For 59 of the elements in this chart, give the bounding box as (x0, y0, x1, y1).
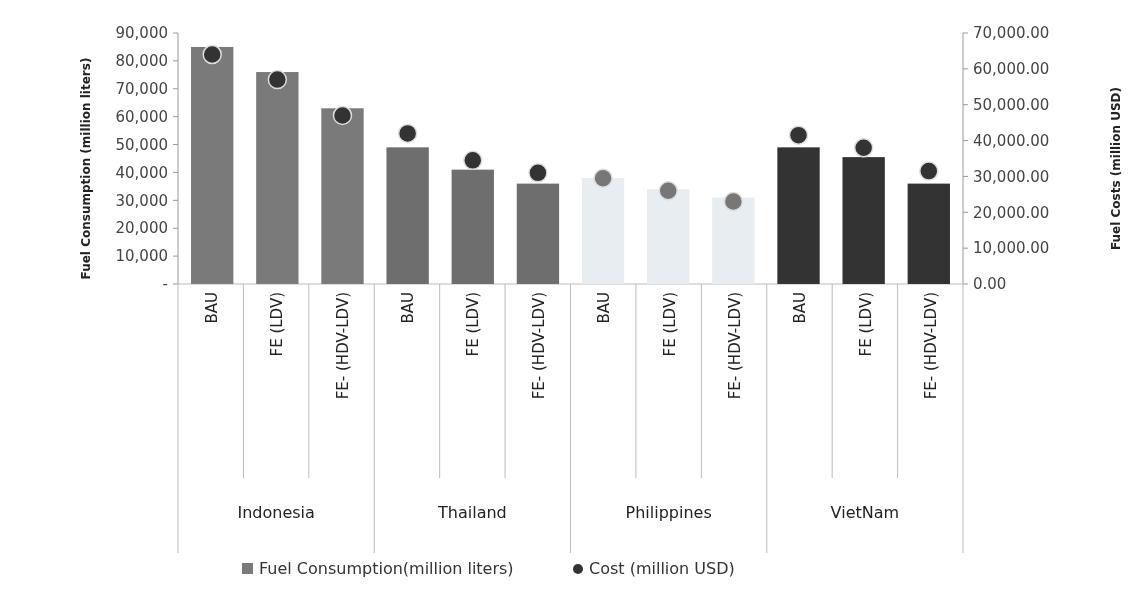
point (332, 105, 353, 126)
x-tick-label: FE (LDV) (856, 292, 875, 357)
bar (321, 108, 364, 284)
y2-axis-title: Fuel Costs (million USD) (1109, 86, 1123, 251)
y-tick-label: 80,000 (115, 52, 168, 71)
x-tick-label: BAU (791, 292, 810, 324)
y2-tick-label: 60,000.00 (973, 60, 1050, 79)
bar (581, 178, 625, 284)
point (267, 69, 288, 90)
bar (712, 197, 755, 284)
x-tick-label: BAU (595, 292, 614, 324)
bar (647, 189, 690, 284)
y-tick-label: 90,000 (115, 24, 168, 43)
point (463, 150, 483, 171)
point (723, 191, 744, 212)
text: VietNam (830, 503, 900, 522)
x-tick-label: FE- (HDV-LDV) (529, 292, 548, 400)
point (528, 163, 548, 183)
y-tick-label: - (162, 275, 168, 294)
bar (191, 46, 234, 284)
y-tick-label: 30,000 (115, 191, 168, 210)
bar (451, 169, 494, 284)
y-tick-label: 70,000 (115, 80, 168, 99)
x-tick-label: FE- (HDV-LDV) (922, 292, 941, 400)
point (593, 168, 613, 188)
y2-tick-label: 20,000.00 (973, 203, 1050, 222)
bar (386, 147, 429, 284)
y2-tick-label: 40,000.00 (973, 131, 1050, 150)
x-tick-label: FE- (HDV-LDV) (333, 292, 352, 400)
x-tick-label: BAU (202, 292, 221, 324)
x-tick-label: FE (LDV) (268, 292, 287, 357)
bar (516, 183, 560, 284)
point (397, 123, 418, 144)
y2-tick-label: 0.00 (973, 275, 1007, 294)
point (853, 137, 874, 158)
y2-tick-label: 50,000.00 (973, 95, 1050, 114)
legend-label: Fuel Consumption(million liters) (259, 559, 514, 578)
y2-tick-label: 30,000.00 (973, 167, 1050, 186)
y-tick-label: 60,000 (115, 107, 168, 126)
bar (256, 72, 299, 284)
y-tick-label: 40,000 (115, 163, 168, 182)
y2-tick-label: 10,000.00 (973, 239, 1050, 258)
text: Thailand (437, 503, 507, 522)
legend-label: Cost (million USD) (589, 559, 735, 578)
point (202, 44, 222, 65)
y-tick-label: 10,000 (115, 247, 168, 266)
y-tick-label: 50,000 (115, 135, 168, 154)
y-tick-label: 20,000 (115, 219, 168, 238)
x-tick-label: FE- (HDV-LDV) (726, 292, 745, 400)
point (658, 181, 678, 201)
x-tick-label: FE (LDV) (660, 292, 679, 357)
x-tick-label: FE (LDV) (464, 292, 483, 357)
y2-tick-label: 70,000.00 (973, 24, 1050, 43)
point (788, 125, 809, 145)
point (919, 161, 939, 181)
text: Philippines (625, 503, 712, 522)
y-axis-title: Fuel Consumption (million liters) (79, 57, 93, 280)
text: Indonesia (237, 503, 315, 522)
x-tick-label: BAU (398, 292, 417, 324)
